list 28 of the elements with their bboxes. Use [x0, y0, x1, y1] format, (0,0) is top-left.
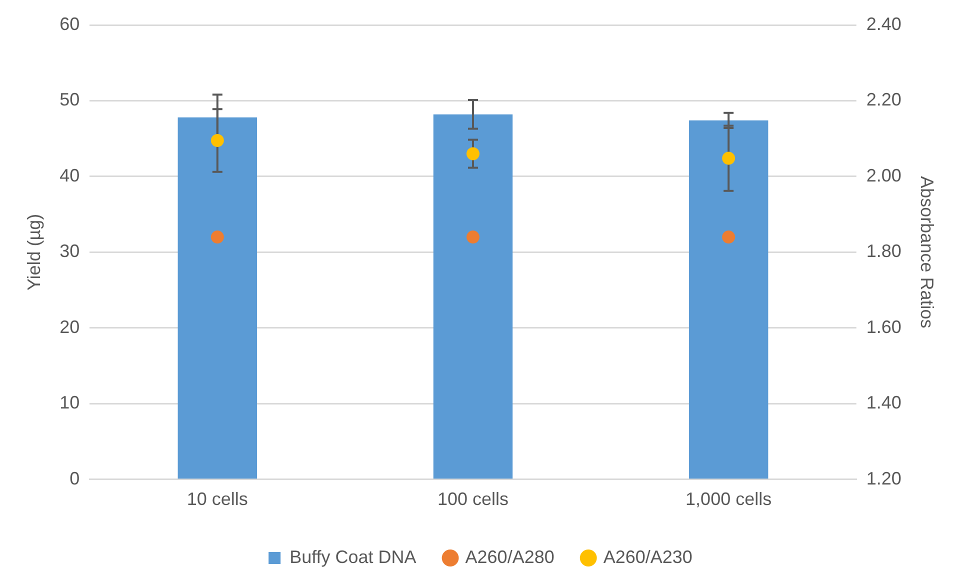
y-axis-title: Yield (µg) — [24, 214, 44, 291]
x-tick-label: 100 cells — [437, 489, 509, 510]
y-tick-label: 40 — [60, 165, 80, 186]
y-tick-label: 30 — [60, 241, 80, 262]
y2-tick-label: 1.60 — [866, 316, 902, 337]
y-tick-label: 60 — [60, 14, 80, 34]
y-tick-label: 10 — [60, 392, 80, 413]
y2-tick-label: 1.80 — [866, 241, 902, 262]
y-tick-label: 50 — [60, 90, 80, 110]
y2-tick-label: 1.40 — [866, 392, 902, 413]
x-tick-label: 10 cells — [186, 489, 248, 510]
y2-tick-label: 2.40 — [866, 14, 902, 34]
legend-label: A260/A280 — [465, 546, 554, 567]
y2-tick-label: 2.20 — [866, 90, 902, 110]
point — [210, 230, 224, 244]
y-tick-label: 0 — [70, 468, 80, 488]
point — [722, 230, 736, 244]
point — [210, 134, 224, 147]
legend-label: A260/A230 — [603, 546, 692, 567]
y-tick-label: 20 — [60, 316, 80, 337]
y2-tick-label: 2.00 — [866, 165, 902, 186]
point — [722, 152, 736, 165]
legend-label: Buffy Coat DNA — [290, 546, 416, 567]
y2-axis-title: Absorbance Ratios — [917, 176, 938, 328]
point — [466, 230, 480, 244]
x-tick-label: 1,000 cells — [686, 489, 772, 510]
point — [466, 147, 480, 160]
y2-tick-label: 1.20 — [866, 468, 902, 488]
